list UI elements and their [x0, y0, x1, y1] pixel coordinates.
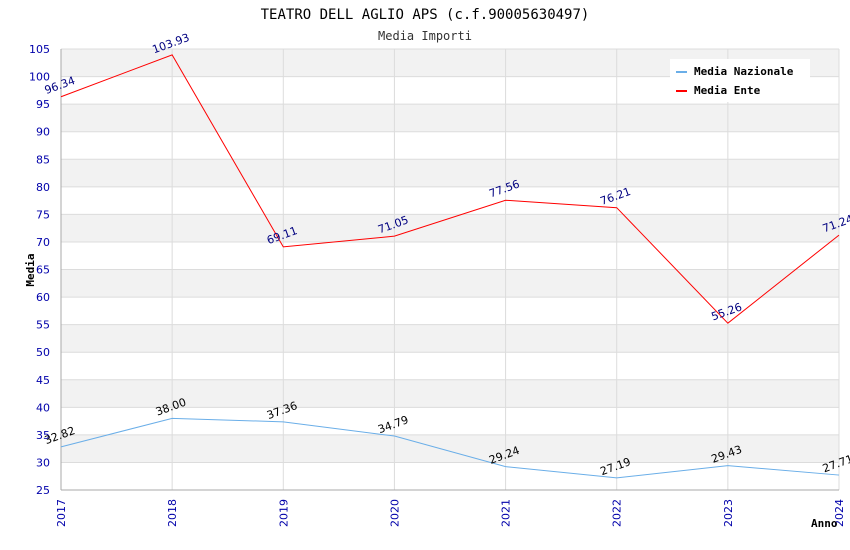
background-band [61, 462, 839, 490]
x-tick-label: 2021 [500, 499, 513, 527]
x-tick-label: 2017 [55, 499, 68, 527]
series-line-media-ente [60, 54, 840, 324]
gridlines [60, 48, 840, 491]
x-tick-label: 2023 [722, 499, 735, 527]
background-band [61, 434, 839, 463]
legend: Media Nazionale Media Ente [670, 59, 810, 102]
background-band [61, 352, 839, 380]
y-tick-label: 90 [36, 126, 50, 139]
y-tick-label: 80 [36, 181, 50, 194]
y-tick-label: 70 [36, 236, 50, 249]
background-band [61, 159, 839, 187]
y-tick-label: 25 [36, 484, 50, 497]
y-axis-label: Media [24, 253, 37, 286]
y-tick-label: 85 [36, 153, 50, 166]
background-band [61, 241, 839, 270]
background-band [61, 407, 839, 435]
legend-label-media-ente: Media Ente [694, 84, 761, 97]
chart-subtitle: Media Importi [378, 29, 472, 43]
y-tick-label: 60 [36, 291, 50, 304]
x-axis-label: Anno [811, 517, 838, 530]
legend-box [670, 59, 810, 102]
background-band [61, 379, 839, 408]
y-tick-labels: 25 30 35 40 45 50 55 60 65 70 75 80 85 90 95 100 105 [29, 43, 50, 497]
background-band [61, 324, 839, 353]
series-line-media-nazionale [60, 417, 840, 479]
x-tick-label: 2024 [833, 499, 846, 527]
y-tick-label: 55 [36, 319, 50, 332]
y-tick-label: 35 [36, 429, 50, 442]
y-tick-label: 50 [36, 346, 50, 359]
y-tick-label: 30 [36, 456, 50, 469]
background-band [61, 131, 839, 160]
chart-title: TEATRO DELL AGLIO APS (c.f.90005630497) [261, 7, 590, 23]
x-tick-labels: 2017 2018 2019 2020 2021 2022 2023 2024 [55, 499, 846, 527]
y-tick-label: 65 [36, 264, 50, 277]
x-tick-label: 2018 [166, 499, 179, 527]
background-band [61, 186, 839, 215]
y-tick-label: 105 [29, 43, 50, 56]
background-band [61, 269, 839, 298]
y-tick-label: 75 [36, 208, 50, 221]
y-tick-label: 100 [29, 71, 50, 84]
x-tick-label: 2019 [277, 499, 290, 527]
legend-label-media-nazionale: Media Nazionale [694, 65, 794, 78]
y-tick-label: 40 [36, 401, 50, 414]
axes [60, 49, 839, 491]
background-band [61, 214, 839, 242]
y-tick-label: 45 [36, 374, 50, 387]
y-tick-label: 95 [36, 98, 50, 111]
x-tick-label: 2022 [611, 499, 624, 527]
series-lines [60, 54, 840, 479]
x-tick-label: 2020 [388, 499, 401, 527]
background-band [61, 104, 839, 132]
background-band [61, 297, 839, 325]
